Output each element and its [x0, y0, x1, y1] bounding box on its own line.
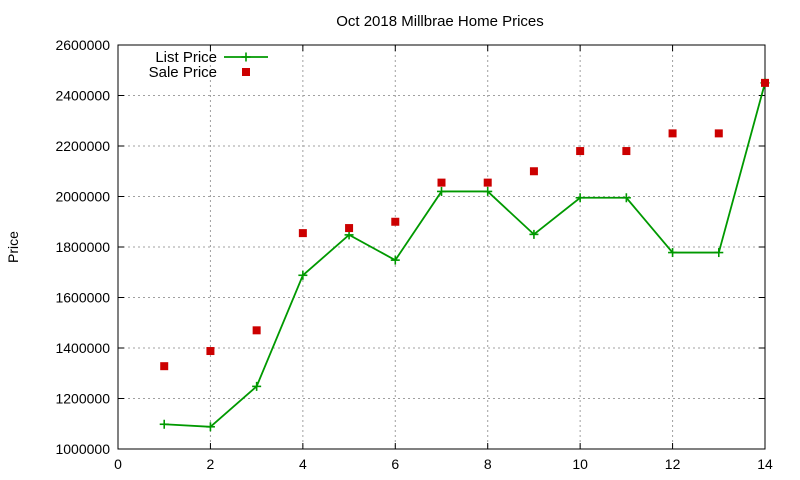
data-point [714, 248, 724, 258]
data-point [345, 224, 354, 233]
data-point [390, 255, 400, 265]
x-tick-label: 14 [757, 456, 773, 472]
legend-marker [242, 68, 250, 76]
grid [118, 45, 765, 449]
legend-entry: List Price [155, 49, 268, 66]
data-point [622, 147, 631, 156]
data-point [714, 129, 723, 138]
x-tick-label: 12 [665, 456, 681, 472]
y-tick-label: 2600000 [55, 37, 110, 53]
x-tick-label: 8 [484, 456, 492, 472]
y-tick-label: 2200000 [55, 138, 110, 154]
series [159, 78, 770, 432]
data-point [298, 229, 307, 238]
data-point [252, 326, 261, 335]
axis-ticks: 0 2 4 6 8 10 12 14 1000000 1200000 1400000 1600000 1… [55, 37, 773, 472]
x-tick-label: 2 [207, 456, 215, 472]
legend-marker [241, 52, 251, 62]
data-point [575, 193, 585, 203]
legend-entry: Sale Price [149, 64, 250, 81]
data-point [529, 229, 539, 239]
y-tick-label: 1000000 [55, 441, 110, 457]
series-sale-price [160, 78, 769, 371]
data-point [621, 193, 631, 203]
y-tick-label: 2400000 [55, 88, 110, 104]
legend-label: Sale Price [149, 64, 217, 81]
y-tick-label: 1600000 [55, 290, 110, 306]
data-point [160, 362, 169, 371]
data-point [205, 422, 215, 432]
y-tick-label: 2000000 [55, 189, 110, 205]
series-list-price [159, 78, 770, 432]
x-tick-label: 4 [299, 456, 307, 472]
data-point [483, 178, 492, 187]
y-axis-label: Price [5, 231, 21, 263]
data-point [576, 147, 585, 156]
data-point [437, 178, 446, 187]
x-tick-label: 10 [572, 456, 588, 472]
data-point [391, 217, 400, 226]
legend-label: List Price [155, 49, 217, 66]
y-tick-label: 1800000 [55, 239, 110, 255]
y-tick-label: 1400000 [55, 340, 110, 356]
data-point [483, 186, 493, 196]
data-point [529, 167, 538, 176]
data-point [668, 129, 677, 138]
data-point [437, 186, 446, 196]
x-tick-label: 0 [114, 456, 122, 472]
data-point [206, 347, 215, 356]
data-point [761, 78, 769, 87]
series-line [164, 82, 766, 428]
chart-title: Oct 2018 Millbrae Home Prices [336, 13, 544, 30]
x-tick-label: 6 [391, 456, 399, 472]
y-tick-label: 1200000 [55, 391, 110, 407]
data-point [668, 248, 678, 258]
data-point [298, 270, 308, 280]
data-point [252, 381, 262, 391]
data-point [159, 419, 169, 429]
